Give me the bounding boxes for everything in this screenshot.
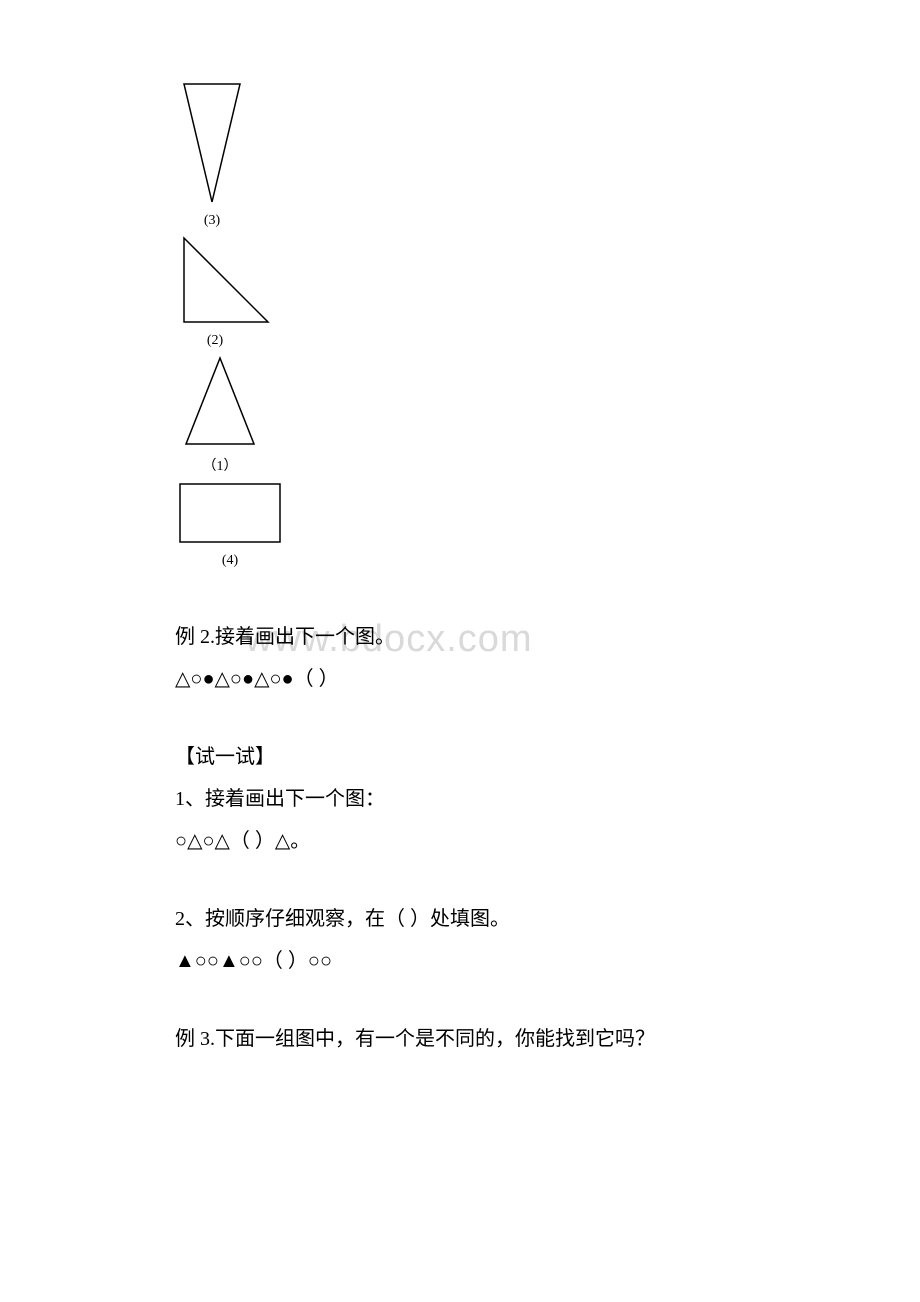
- example2-title: 例 2.接着画出下一个图。: [175, 617, 920, 657]
- example2-pattern: △○●△○●△○●（ ）: [175, 659, 920, 699]
- shape-2-label: (2): [180, 333, 250, 349]
- shape-3-label: (3): [180, 213, 244, 229]
- example3-title: 例 3.下面一组图中，有一个是不同的，你能找到它吗？: [175, 1019, 920, 1059]
- rectangle-icon: [176, 480, 284, 546]
- triangle-right: [184, 238, 268, 322]
- tryit-heading: 【试一试】: [175, 737, 920, 777]
- content-body: 例 2.接着画出下一个图。 △○●△○●△○●（ ） 【试一试】 1、接着画出下…: [175, 617, 920, 1059]
- triangle-inverted-icon: [180, 80, 244, 206]
- shapes-column: (3) (2) （1） (4): [180, 80, 920, 569]
- shape-2-container: (2): [180, 234, 920, 349]
- shape-3-container: (3): [180, 80, 920, 229]
- tryit-q2-title: 2、按顺序仔细观察，在（ ）处填图。: [175, 899, 920, 939]
- triangle-isoceles-icon: [180, 354, 260, 448]
- rectangle: [180, 484, 280, 542]
- shape-4-container: (4): [176, 480, 920, 569]
- shape-1-container: （1）: [180, 354, 920, 475]
- triangle-right-icon: [180, 234, 272, 326]
- shape-4-label: (4): [176, 553, 284, 569]
- tryit-q1-title: 1、接着画出下一个图：: [175, 779, 920, 819]
- triangle-inverted: [184, 84, 240, 202]
- triangle-isoceles: [186, 358, 254, 444]
- tryit-q2-pattern: ▲○○▲○○（ ）○○: [175, 941, 920, 981]
- shape-1-label: （1）: [180, 455, 260, 475]
- tryit-q1-pattern: ○△○△（ ）△。: [175, 821, 920, 861]
